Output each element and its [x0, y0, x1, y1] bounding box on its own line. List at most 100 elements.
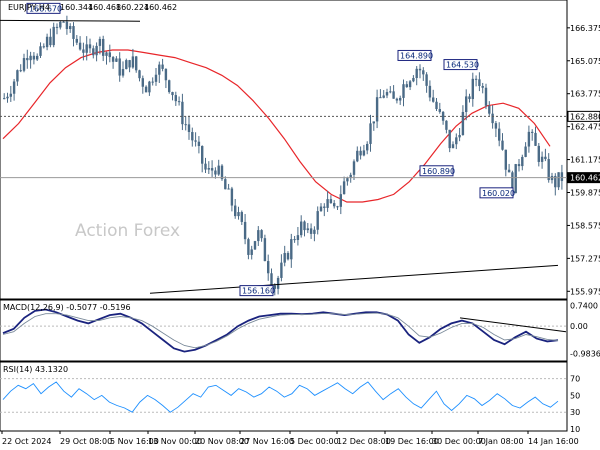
candle — [36, 53, 39, 62]
price-annotation: 160.020 — [479, 187, 515, 199]
candle — [326, 190, 329, 212]
svg-text:160.462: 160.462 — [570, 174, 600, 183]
price-pane-border — [0, 0, 568, 300]
macd-y-tick-label: 0.7400 — [570, 302, 598, 311]
candle — [237, 206, 240, 220]
candle — [458, 128, 461, 142]
candle — [293, 235, 296, 243]
candle — [352, 159, 356, 181]
candle — [448, 129, 451, 153]
candle — [283, 245, 286, 267]
x-tick-label: 14 Jan 16:00 — [528, 437, 579, 446]
candle — [554, 173, 557, 196]
candle — [547, 153, 550, 183]
candle — [154, 68, 158, 86]
candle — [372, 121, 375, 131]
candle — [214, 167, 217, 179]
candle — [286, 251, 290, 261]
x-tick-label: 13 Nov 00:00 — [148, 437, 202, 446]
candle — [544, 148, 547, 162]
candle — [306, 222, 309, 234]
macd-line — [2, 308, 559, 353]
candle — [22, 53, 26, 73]
candle — [484, 83, 488, 110]
candle — [161, 58, 164, 72]
candle — [92, 45, 95, 59]
candle — [290, 233, 293, 268]
x-tick-label: 22 Oct 2024 — [2, 437, 51, 446]
candle — [474, 75, 478, 87]
rsi-y-tick-label: 10 — [570, 425, 580, 434]
candle — [108, 44, 111, 63]
rsi-y-tick-label: 50 — [570, 391, 580, 400]
candle — [346, 176, 349, 186]
candle — [181, 93, 184, 131]
ohlc-high: 160.468 — [88, 3, 121, 12]
candle — [323, 203, 326, 217]
candle — [257, 226, 260, 246]
candle — [26, 49, 29, 69]
candle — [243, 214, 247, 245]
x-tick-label: 20 Nov 08:00 — [195, 437, 249, 446]
svg-text:160.020: 160.020 — [482, 189, 515, 198]
candle — [32, 52, 36, 65]
price-annotation: 160.890 — [419, 165, 455, 177]
candle — [465, 89, 468, 121]
macd-pane-border — [0, 299, 568, 362]
rsi-header: RSI(14) 43.1320 — [3, 365, 68, 374]
candle — [471, 72, 474, 107]
rsi-pane: 70 50 30 10 RSI(14) 43.1320 — [0, 361, 580, 434]
candle — [125, 58, 128, 70]
candle — [441, 111, 445, 125]
macd-y-tick-label: 0.00 — [570, 322, 588, 331]
candle — [95, 42, 98, 62]
x-tick-label: 7 Jan 08:00 — [478, 437, 524, 446]
symbol-label: EURJPY,H4 — [8, 3, 50, 12]
macd-trendline — [459, 317, 567, 333]
candle — [105, 51, 108, 65]
svg-text:166.670: 166.670 — [29, 4, 62, 13]
candle — [478, 72, 481, 92]
candle — [375, 89, 379, 129]
macd-header: MACD(12,26,9) -0.5077 -0.5196 — [3, 303, 131, 312]
candle — [98, 36, 102, 55]
candle — [303, 220, 306, 237]
candle — [339, 185, 342, 215]
candle — [300, 215, 303, 238]
rsi-line — [2, 381, 559, 413]
candle — [531, 129, 534, 141]
candle — [135, 55, 138, 73]
candle — [422, 67, 425, 81]
candle — [148, 80, 151, 96]
candle — [276, 275, 280, 295]
candle — [389, 86, 392, 94]
candle — [263, 234, 267, 262]
candle — [141, 75, 144, 94]
price-header: EURJPY,H4 160.344 160.468 160.224 160.46… — [8, 3, 177, 12]
price-pane: Action Forex 166.670 164.890 164.530 160.89… — [0, 0, 600, 300]
y-tick-label: 162.475 — [570, 123, 600, 132]
candle — [550, 172, 554, 184]
level-tag: 160.462 — [567, 172, 600, 184]
candle — [72, 22, 75, 47]
level-tag: 162.880 — [567, 110, 600, 122]
svg-text:156.160: 156.160 — [242, 287, 275, 296]
candle — [59, 20, 62, 30]
candle — [260, 229, 263, 242]
candle — [540, 151, 544, 169]
ohlc-open: 160.344 — [60, 3, 93, 12]
candle — [342, 176, 346, 195]
candle — [402, 79, 405, 107]
macd-pane: 0.7400 0.00 -0.9836 MACD(12,26,9) -0.5077 … — [0, 299, 600, 362]
candle — [240, 210, 243, 225]
candle — [253, 240, 257, 250]
y-tick-label: 166.375 — [570, 24, 600, 33]
upper-trendline — [0, 19, 141, 22]
candle — [481, 82, 484, 94]
candle — [527, 125, 531, 153]
candle — [438, 102, 441, 114]
candle — [82, 42, 85, 61]
candle — [220, 164, 224, 181]
candle — [524, 142, 527, 158]
